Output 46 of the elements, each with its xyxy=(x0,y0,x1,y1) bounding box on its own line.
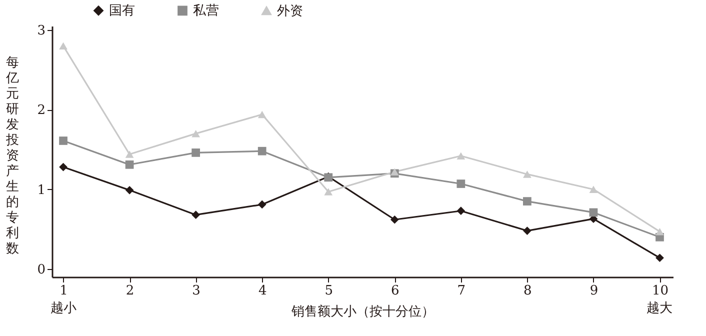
x-tick-label: 6 xyxy=(391,284,400,298)
x-tick-label: 4 xyxy=(258,284,267,298)
legend-label: 国有 xyxy=(109,4,135,19)
point xyxy=(59,42,68,50)
point xyxy=(456,180,466,188)
point xyxy=(589,208,598,217)
point xyxy=(656,254,664,262)
text: 越小 xyxy=(50,301,76,316)
point xyxy=(589,186,598,193)
y-tick-label: 2 xyxy=(37,103,46,118)
point xyxy=(192,210,200,220)
legend-label: 外资 xyxy=(277,4,303,19)
point xyxy=(59,136,68,145)
x-tick-label: 9 xyxy=(590,284,598,298)
point xyxy=(456,152,466,160)
x-tick-label: 2 xyxy=(126,284,134,298)
point xyxy=(125,160,134,169)
point xyxy=(390,168,399,176)
y-tick-label: 1 xyxy=(37,182,46,198)
point xyxy=(258,110,266,118)
x-tick-label: 5 xyxy=(324,284,334,298)
point xyxy=(125,186,134,194)
text: 越大 xyxy=(646,301,673,316)
x-tick-label: 7 xyxy=(457,284,466,298)
point xyxy=(523,226,532,235)
point xyxy=(59,162,68,172)
x-tick-label: 10 xyxy=(652,284,669,298)
point xyxy=(523,197,532,206)
point xyxy=(656,228,664,236)
x-axis-title: 销售额大小（按十分位） xyxy=(290,304,434,320)
legend-label: 私营 xyxy=(193,4,219,19)
text: 每亿元研发投资产生的专利数 xyxy=(6,56,19,256)
point xyxy=(324,188,333,196)
y-tick-label: 0 xyxy=(37,262,46,278)
x-tick-label: 1 xyxy=(60,284,68,298)
point xyxy=(456,206,466,216)
point xyxy=(258,146,266,156)
point xyxy=(125,150,134,158)
point xyxy=(192,130,200,138)
y-tick-label: 3 xyxy=(37,23,46,38)
x-tick-label: 3 xyxy=(192,284,200,298)
x-tick-label: 8 xyxy=(524,284,532,298)
point xyxy=(192,148,200,157)
point xyxy=(523,170,532,178)
point xyxy=(390,215,399,224)
point xyxy=(258,200,266,209)
